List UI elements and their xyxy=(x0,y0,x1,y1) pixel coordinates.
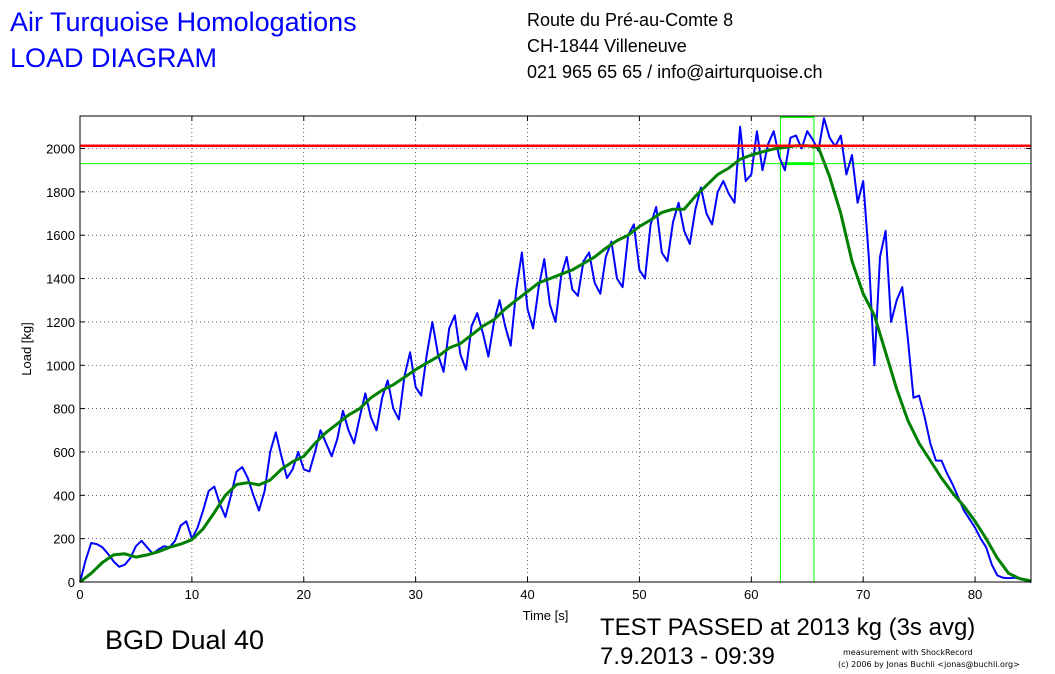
credit-measurement: measurement with ShockRecord xyxy=(843,648,973,657)
header-subtitle: LOAD DIAGRAM xyxy=(10,43,218,73)
plot-area xyxy=(80,116,1031,582)
y-tick-label: 800 xyxy=(53,402,75,417)
y-tick-label: 600 xyxy=(53,445,75,460)
y-tick-label: 1800 xyxy=(46,185,75,200)
plot-frame xyxy=(79,115,1032,583)
y-tick-label: 400 xyxy=(53,488,75,503)
y-tick-label: 200 xyxy=(53,532,75,547)
x-tick-label: 70 xyxy=(856,587,870,602)
test-datetime: 7.9.2013 - 09:39 xyxy=(600,643,775,670)
y-tick-label: 2000 xyxy=(46,142,75,157)
header-title: Air Turquoise Homologations xyxy=(10,7,357,37)
credit-author: (c) 2006 by Jonas Buchli <jonas@buchli.o… xyxy=(838,660,1020,669)
x-tick-label: 40 xyxy=(520,587,534,602)
y-tick-label: 1400 xyxy=(46,272,75,287)
y-tick-label: 1200 xyxy=(46,315,75,330)
series-line-average xyxy=(79,144,1032,584)
address-street: Route du Pré-au-Comte 8 xyxy=(527,10,734,30)
y-tick-label: 1600 xyxy=(46,228,75,243)
y-tick-label: 1000 xyxy=(46,358,75,373)
address-city: CH-1844 Villeneuve xyxy=(527,36,687,56)
x-tick-label: 80 xyxy=(968,587,982,602)
x-tick-label: 10 xyxy=(185,587,199,602)
address-contact: 021 965 65 65 / info@airturquoise.ch xyxy=(527,62,823,82)
glider-name: BGD Dual 40 xyxy=(105,625,265,655)
x-tick-label: 30 xyxy=(408,587,422,602)
x-tick-label: 20 xyxy=(297,587,311,602)
x-tick-label: 50 xyxy=(632,587,646,602)
y-tick-label: 0 xyxy=(68,575,75,590)
y-axis-label: Load [kg] xyxy=(19,322,34,376)
x-axis-label: Time [s] xyxy=(523,608,569,623)
test-result: TEST PASSED at 2013 kg (3s avg) xyxy=(600,614,976,641)
series-line-measured xyxy=(79,117,1032,583)
x-tick-label: 0 xyxy=(76,587,83,602)
x-tick-label: 60 xyxy=(744,587,758,602)
